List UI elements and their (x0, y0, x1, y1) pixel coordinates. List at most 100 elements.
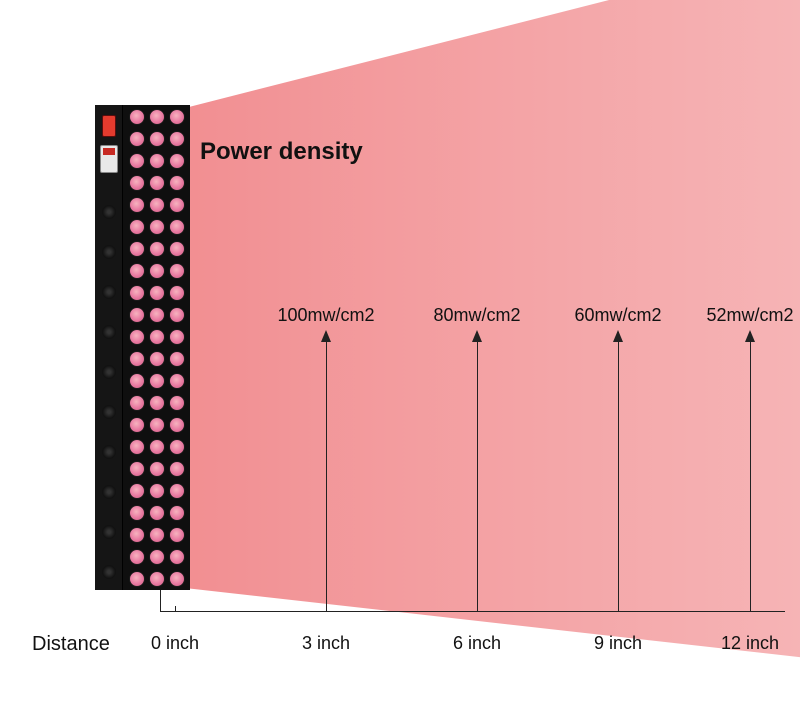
led (129, 483, 145, 499)
arrow-head-icon (321, 330, 331, 342)
density-arrow (618, 332, 619, 611)
led (129, 461, 145, 477)
led (149, 131, 165, 147)
density-arrow (326, 332, 327, 611)
density-arrow (750, 332, 751, 611)
panel-led-face (123, 105, 190, 590)
led (149, 527, 165, 543)
led (129, 175, 145, 191)
panel-side (95, 105, 123, 590)
led (169, 219, 185, 235)
led (129, 505, 145, 521)
density-label: 52mw/cm2 (706, 305, 793, 326)
arrow-head-icon (472, 330, 482, 342)
light-beam (185, 0, 800, 717)
led (169, 153, 185, 169)
led (169, 241, 185, 257)
led (169, 417, 185, 433)
vent (102, 285, 116, 299)
led (169, 395, 185, 411)
led (149, 461, 165, 477)
led (129, 329, 145, 345)
led (149, 197, 165, 213)
led (149, 373, 165, 389)
led (149, 241, 165, 257)
vent (102, 205, 116, 219)
panel-edge-tick (160, 590, 161, 611)
diagram-stage: Power density Distance 0 inch 3 inch 100mw… (0, 0, 800, 717)
distance-label: 6 inch (453, 633, 501, 654)
distance-label: 12 inch (721, 633, 779, 654)
led (169, 527, 185, 543)
led (169, 197, 185, 213)
led (149, 109, 165, 125)
led (129, 219, 145, 235)
led (149, 351, 165, 367)
led (129, 241, 145, 257)
led (169, 483, 185, 499)
led (129, 527, 145, 543)
led (169, 505, 185, 521)
density-label: 60mw/cm2 (574, 305, 661, 326)
led (169, 329, 185, 345)
led (149, 439, 165, 455)
led (149, 307, 165, 323)
power-switch (102, 115, 116, 137)
vent (102, 365, 116, 379)
vent (102, 565, 116, 579)
distance-label: 0 inch (151, 633, 199, 654)
vent (102, 325, 116, 339)
led (169, 373, 185, 389)
led (169, 439, 185, 455)
led (169, 175, 185, 191)
distance-baseline (160, 611, 785, 612)
distance-axis-label: Distance (32, 633, 110, 656)
led (149, 263, 165, 279)
led (129, 285, 145, 301)
led (169, 131, 185, 147)
led (129, 153, 145, 169)
vent (102, 525, 116, 539)
arrow-head-icon (613, 330, 623, 342)
led (129, 263, 145, 279)
distance-label: 9 inch (594, 633, 642, 654)
led (129, 549, 145, 565)
led (129, 417, 145, 433)
led (149, 219, 165, 235)
vent (102, 245, 116, 259)
led (149, 153, 165, 169)
led-panel-device (95, 105, 190, 590)
led (169, 307, 185, 323)
led (129, 439, 145, 455)
vent (102, 485, 116, 499)
led (129, 109, 145, 125)
led (129, 307, 145, 323)
led (169, 549, 185, 565)
density-label: 80mw/cm2 (433, 305, 520, 326)
led (129, 351, 145, 367)
led (149, 395, 165, 411)
led (129, 197, 145, 213)
vent (102, 445, 116, 459)
led (169, 109, 185, 125)
distance-label: 3 inch (302, 633, 350, 654)
led (169, 571, 185, 587)
density-label: 100mw/cm2 (277, 305, 374, 326)
led (149, 505, 165, 521)
led (149, 329, 165, 345)
led (169, 263, 185, 279)
led (169, 285, 185, 301)
led (129, 571, 145, 587)
arrow-head-icon (745, 330, 755, 342)
led (169, 351, 185, 367)
led (149, 175, 165, 191)
led (149, 549, 165, 565)
led (169, 461, 185, 477)
led (149, 417, 165, 433)
diagram-title: Power density (200, 138, 363, 166)
led (129, 131, 145, 147)
density-arrow (477, 332, 478, 611)
led (149, 285, 165, 301)
panel-display (100, 145, 118, 173)
distance-tick (175, 606, 176, 611)
